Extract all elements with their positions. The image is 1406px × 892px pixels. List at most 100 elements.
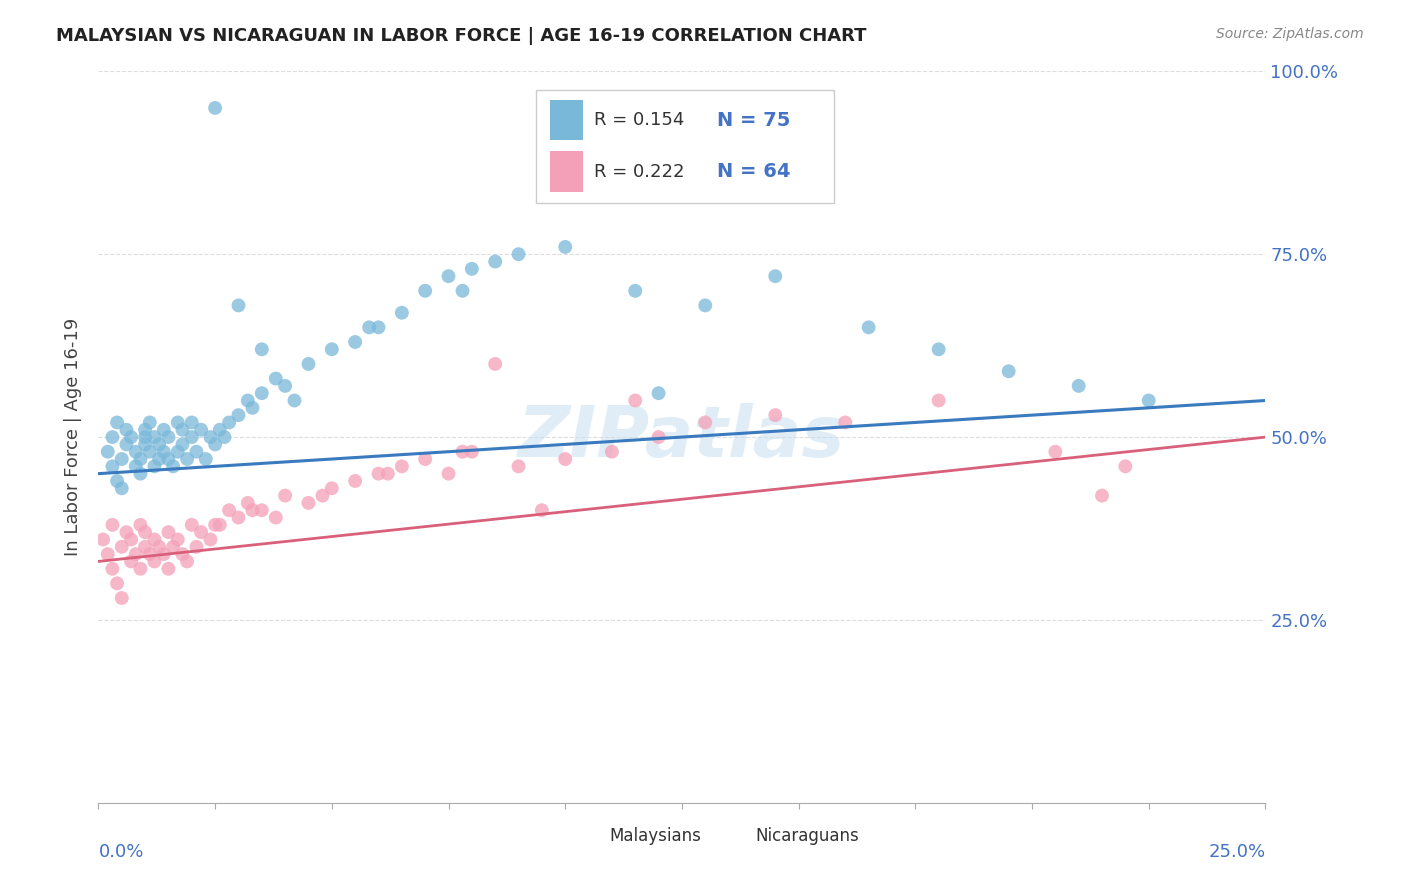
Text: Malaysians: Malaysians — [610, 827, 702, 845]
Point — [437, 467, 460, 481]
Point — [367, 467, 389, 481]
Point — [143, 533, 166, 547]
Point — [228, 510, 250, 524]
FancyBboxPatch shape — [550, 100, 582, 140]
Point — [143, 554, 166, 568]
Text: N = 64: N = 64 — [717, 162, 790, 181]
Point — [115, 423, 138, 437]
Point — [218, 503, 240, 517]
Point — [297, 357, 319, 371]
Point — [208, 423, 231, 437]
Point — [166, 444, 188, 458]
Point — [208, 517, 231, 532]
FancyBboxPatch shape — [576, 820, 600, 853]
Point — [180, 430, 202, 444]
Point — [1137, 393, 1160, 408]
Point — [115, 525, 138, 540]
Point — [297, 496, 319, 510]
Point — [250, 503, 273, 517]
Text: 0.0%: 0.0% — [98, 843, 143, 861]
FancyBboxPatch shape — [550, 152, 582, 192]
Point — [157, 562, 180, 576]
Point — [391, 459, 413, 474]
Point — [344, 474, 367, 488]
Point — [204, 437, 226, 451]
Point — [508, 459, 530, 474]
Text: MALAYSIAN VS NICARAGUAN IN LABOR FORCE | AGE 16-19 CORRELATION CHART: MALAYSIAN VS NICARAGUAN IN LABOR FORCE |… — [56, 27, 866, 45]
Point — [180, 416, 202, 430]
Point — [186, 540, 208, 554]
Point — [461, 444, 484, 458]
Point — [162, 540, 184, 554]
Point — [214, 430, 236, 444]
Point — [200, 430, 222, 444]
Point — [120, 554, 142, 568]
Point — [204, 101, 226, 115]
Point — [139, 444, 162, 458]
Point — [105, 416, 128, 430]
Point — [176, 452, 198, 467]
Point — [1067, 379, 1090, 393]
Point — [148, 437, 170, 451]
Point — [274, 489, 297, 503]
Point — [111, 452, 134, 467]
Point — [152, 444, 174, 458]
Point — [530, 503, 553, 517]
Point — [264, 371, 287, 385]
Point — [264, 510, 287, 524]
Point — [115, 437, 138, 451]
Point — [763, 408, 786, 422]
Point — [139, 547, 162, 561]
Point — [624, 284, 647, 298]
Point — [484, 254, 506, 268]
Point — [105, 474, 128, 488]
Point — [250, 343, 273, 357]
Point — [111, 481, 134, 495]
Point — [129, 562, 152, 576]
Point — [321, 481, 343, 495]
Point — [359, 320, 381, 334]
Point — [166, 533, 188, 547]
Point — [242, 503, 264, 517]
Point — [176, 554, 198, 568]
Point — [413, 284, 436, 298]
Point — [172, 423, 194, 437]
Point — [236, 393, 259, 408]
Point — [367, 320, 389, 334]
Y-axis label: In Labor Force | Age 16-19: In Labor Force | Age 16-19 — [63, 318, 82, 557]
Point — [250, 386, 273, 401]
Point — [600, 444, 623, 458]
Point — [157, 430, 180, 444]
Point — [228, 408, 250, 422]
FancyBboxPatch shape — [723, 820, 747, 853]
Point — [139, 416, 162, 430]
Point — [763, 269, 786, 284]
Point — [129, 467, 152, 481]
Point — [172, 547, 194, 561]
Point — [647, 386, 669, 401]
Point — [105, 576, 128, 591]
Text: R = 0.222: R = 0.222 — [595, 162, 685, 180]
Point — [97, 547, 120, 561]
Point — [143, 459, 166, 474]
Point — [928, 343, 950, 357]
Point — [391, 306, 413, 320]
Point — [218, 416, 240, 430]
Point — [152, 547, 174, 561]
Point — [101, 459, 124, 474]
Point — [451, 284, 474, 298]
Point — [484, 357, 506, 371]
Point — [283, 393, 305, 408]
Point — [157, 452, 180, 467]
Text: R = 0.154: R = 0.154 — [595, 112, 685, 129]
Point — [91, 533, 114, 547]
Point — [125, 444, 148, 458]
Point — [134, 540, 156, 554]
Point — [190, 525, 212, 540]
Point — [274, 379, 297, 393]
Point — [134, 423, 156, 437]
Point — [508, 247, 530, 261]
Point — [228, 298, 250, 312]
Point — [997, 364, 1019, 378]
Point — [134, 430, 156, 444]
